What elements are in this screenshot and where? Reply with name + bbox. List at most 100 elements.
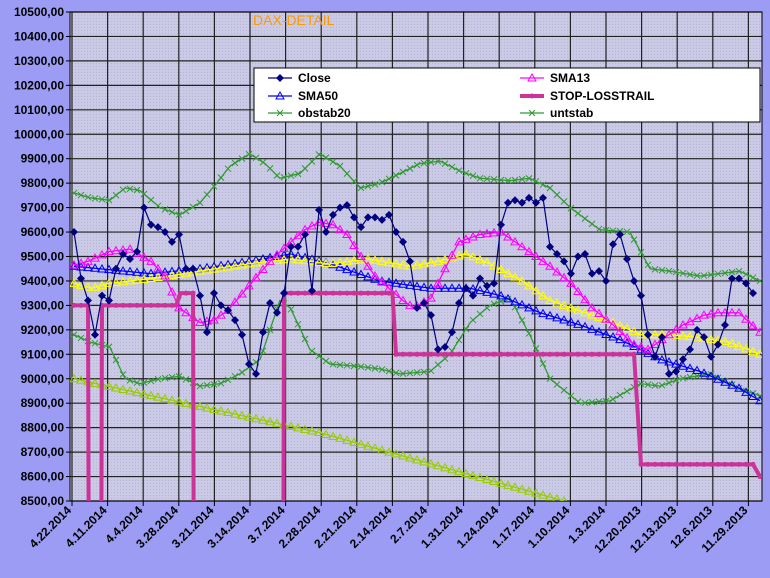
- untstab-point: [217, 379, 225, 387]
- close-point: [84, 296, 92, 305]
- sma200-point: [553, 494, 561, 501]
- untstab-point: [392, 369, 400, 377]
- series-untstab: [70, 295, 762, 407]
- close-point: [280, 289, 288, 298]
- close-point: [455, 298, 463, 307]
- sma13-point: [160, 271, 170, 280]
- stop-losstrail-point: [498, 351, 504, 357]
- stop-losstrail-point: [127, 302, 133, 308]
- close-point: [483, 281, 491, 290]
- obstab20-point: [742, 270, 750, 278]
- sma13-point: [230, 297, 240, 306]
- sma200-point: [426, 458, 436, 468]
- close-point: [70, 228, 78, 237]
- sma50-point: [349, 267, 359, 276]
- legend-marker-icon: [527, 72, 537, 82]
- sma13-point: [258, 264, 268, 274]
- sma50-point: [398, 279, 408, 288]
- untstab-point: [259, 347, 267, 355]
- sma200-point: [293, 422, 303, 432]
- sma50-point: [706, 371, 716, 380]
- sma27-point: [580, 307, 590, 317]
- sma27-point: [90, 282, 100, 291]
- sma200-point: [328, 431, 338, 440]
- obstab20-point: [329, 158, 337, 166]
- untstab-point: [490, 300, 498, 308]
- close-point: [112, 264, 120, 273]
- close-point: [406, 257, 414, 266]
- untstab-point: [210, 381, 218, 388]
- stop-losstrail-point: [470, 351, 476, 357]
- untstab-point: [469, 316, 477, 324]
- untstab-point: [385, 367, 393, 375]
- obstab20-point: [238, 155, 246, 162]
- close-point: [651, 352, 659, 361]
- close-point: [525, 193, 533, 202]
- sma13-point: [482, 228, 492, 238]
- sma200-point: [433, 460, 443, 470]
- sma13-point: [111, 245, 121, 255]
- sma200-point: [321, 429, 331, 438]
- stop-losstrail-point: [519, 351, 525, 357]
- stop-losstrail-point: [491, 351, 497, 357]
- untstab-point: [77, 334, 85, 342]
- untstab-point: [287, 305, 295, 313]
- sma13-point: [321, 218, 331, 227]
- obstab20-point: [455, 167, 463, 174]
- sma27-point: [587, 310, 597, 319]
- stop-losstrail-point: [176, 294, 182, 300]
- sma200-point: [167, 395, 177, 404]
- sma200-point: [545, 492, 555, 501]
- close-point: [490, 279, 498, 288]
- obstab20-point: [553, 191, 561, 199]
- stop-losstrail-point: [155, 302, 161, 308]
- obstab20-point: [518, 175, 526, 183]
- sma13-point: [251, 272, 261, 282]
- sma200-point: [265, 416, 275, 426]
- sma200-point: [503, 480, 513, 489]
- sma50-point: [503, 293, 513, 303]
- sma27-point: [545, 295, 555, 305]
- close-point: [364, 213, 372, 222]
- obstab20-point: [371, 181, 379, 188]
- sma200-point: [496, 478, 506, 487]
- stop-losstrail-point: [729, 461, 735, 467]
- sma50-point: [671, 359, 681, 368]
- sma27-point: [440, 254, 450, 264]
- series-layer: [70, 150, 762, 501]
- close-point: [343, 201, 351, 210]
- sma13-point: [195, 317, 205, 327]
- sma27-point: [678, 330, 688, 340]
- sma13-point: [699, 310, 709, 319]
- close-point: [161, 228, 169, 237]
- close-point: [735, 274, 743, 283]
- obstab20-point: [532, 177, 540, 185]
- legend-item: SMA50: [268, 89, 338, 103]
- y-tick-label: 9600,00: [21, 225, 65, 239]
- stop-losstrail-point: [680, 461, 686, 467]
- sma13-point: [335, 224, 345, 234]
- sma27-point: [237, 259, 247, 269]
- obstab20-point: [434, 158, 442, 165]
- obstab20-point: [413, 161, 421, 169]
- sma50-point: [734, 383, 744, 392]
- sma50-point: [279, 250, 289, 259]
- sma27-point: [755, 349, 762, 358]
- close-point: [322, 228, 330, 237]
- sma50-point: [727, 380, 737, 389]
- sma200-point: [160, 393, 170, 403]
- sma27-point: [244, 258, 254, 268]
- sma200-point: [111, 382, 121, 392]
- close-point: [588, 269, 596, 278]
- stop-losstrail-point: [365, 290, 371, 296]
- untstab-point: [308, 347, 316, 355]
- untstab-point: [301, 335, 309, 343]
- obstab20-point: [154, 202, 162, 210]
- sma27-point: [251, 258, 261, 267]
- untstab-point: [532, 345, 540, 352]
- untstab-point: [147, 377, 155, 385]
- sma13-point: [559, 272, 569, 282]
- close-point: [504, 198, 512, 207]
- untstab-point: [623, 387, 631, 395]
- obstab20-point: [490, 176, 498, 183]
